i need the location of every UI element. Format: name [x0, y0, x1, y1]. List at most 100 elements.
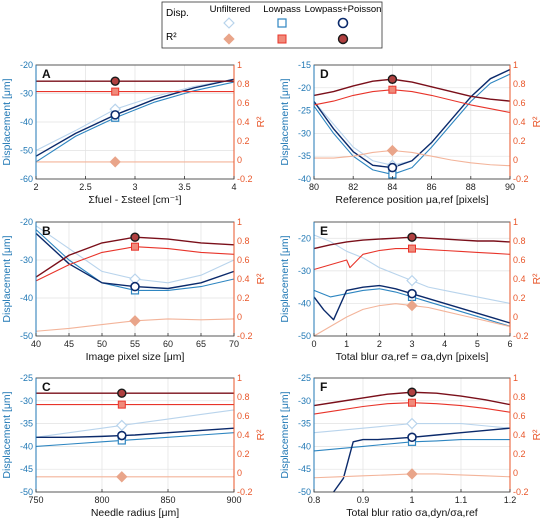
panel-e-marker-lp-poisson-disp [407, 288, 417, 299]
panel-d-marker-lowpass-r2 [388, 85, 397, 94]
panel-f: 0.8 0.9 1 1.1 1.2 -50 -45 -40 -35 -30 -25 -0.2 0 0.2 0… [279, 373, 543, 519]
panel-f-letter: F [320, 380, 327, 394]
panel-d-ytick-right-label: 1 [513, 60, 518, 70]
panel-a: 2 2.5 3 3.5 4 -60 -50 -40 -30 -20 -0.2 0 0.2 0.4 0.6 0.… [1, 60, 267, 206]
panel-d-xtick-label: 82 [348, 182, 358, 192]
legend-marker-unfiltered-r2 [223, 33, 235, 45]
panel-e-xtick-label: 6 [507, 339, 512, 349]
panel-f-ytick-right-label: 1 [513, 373, 518, 383]
panel-f-xtick-label: 1 [409, 495, 414, 505]
panel-a-ytick-right-label: 0 [237, 155, 242, 165]
panel-c-ytick-left-label: -30 [20, 396, 33, 406]
panel-e-ylabel-right: R² [531, 273, 543, 285]
panel-b-xtick-label: 45 [64, 339, 74, 349]
panel-a-xtick-label: 4 [231, 182, 236, 192]
panel-c-xlabel: Needle radius [μm] [91, 507, 179, 519]
panel-c-ytick-right-label: 1 [237, 373, 242, 383]
panel-a-ytick-left-label: -60 [20, 174, 33, 184]
panel-d-marker-lp-poisson-disp [387, 162, 398, 173]
panel-d-series-lp-poisson-disp [313, 68, 511, 169]
panel-f-ytick-right-label: 0.8 [513, 392, 526, 402]
panel-e-xtick-label: 1 [344, 339, 349, 349]
panel-c-ytick-right-label: -0.2 [237, 487, 253, 497]
panel-e-xtick-label: 5 [475, 339, 480, 349]
panel-a-ytick-left-label: -20 [20, 60, 33, 70]
panel-b-marker-lp-poisson-disp [130, 281, 140, 292]
panel-c-ytick-left-label: -40 [20, 441, 33, 451]
panel-d-letter: D [320, 67, 329, 81]
panel-e-xtick-label: 3 [409, 339, 414, 349]
panel-f-ytick-right-label: 0.6 [513, 411, 526, 421]
panel-f-marker-unfiltered-disp [406, 417, 418, 430]
panel-a-series-lowpass-disp [35, 81, 235, 163]
panel-e-ytick-left-label: -50 [298, 331, 311, 341]
panel-a-marker-lp-poisson-r2 [110, 76, 120, 86]
panel-f-ylabel-right: R² [531, 429, 543, 441]
panel-e-ytick-right-label: 0.2 [513, 293, 526, 303]
panel-a-ytick-left-label: -30 [20, 89, 33, 99]
panel-a-marker-unfiltered-r2 [109, 156, 121, 168]
panel-d-ytick-right-label: 0.6 [513, 98, 526, 108]
panel-f-ytick-left-label: -35 [298, 419, 311, 429]
panel-b-ytick-right-label: 0 [237, 312, 242, 322]
legend-marker-unfiltered-disp [223, 17, 235, 29]
panel-e-letter: E [320, 224, 328, 238]
panel-f-ylabel-left: Displacement [μm] [279, 391, 291, 478]
panel-a-ytick-right-label: 0.2 [237, 136, 250, 146]
legend-marker-lp-poisson-disp [337, 17, 349, 29]
panel-f-marker-lowpass-r2 [408, 398, 416, 407]
panel-c-marker-unfiltered-disp [116, 419, 128, 432]
legend-marker-lowpass-r2 [277, 34, 287, 44]
panel-e-ytick-left-label: -40 [298, 298, 311, 308]
panel-d-ytick-left-label: -35 [298, 151, 311, 161]
panel-d-series-lowpass-r2 [313, 89, 511, 114]
panel-b-ytick-left-label: -30 [20, 255, 33, 265]
panel-a-ytick-right-label: 1 [237, 60, 242, 70]
panel-d-ytick-left-label: -40 [298, 174, 311, 184]
panel-c-ylabel-left: Displacement [μm] [1, 391, 13, 478]
panel-c-ytick-left-label: -25 [20, 373, 33, 383]
panel-f-ytick-left-label: -45 [298, 464, 311, 474]
panel-a-xtick-label: 3.5 [178, 182, 191, 192]
panel-c-marker-lowpass-r2 [117, 400, 126, 409]
panel-e-xlabel: Total blur σa,ref = σa,dyn [pixels] [336, 351, 489, 363]
panel-e: 0 1 2 3 4 5 6 -50 -40 -30 -20 -0.2 0 0.2 0.4 0.6 0.8 1 Tot… [279, 217, 543, 363]
panel-c-xtick-label: 750 [28, 495, 43, 505]
panel-c-ylabel-right: R² [255, 429, 267, 441]
panel-d-series-lp-poisson-r2 [313, 78, 511, 102]
panel-d-ytick-right-label: 0.2 [513, 136, 526, 146]
panel-f-marker-lp-poisson-disp [407, 432, 417, 443]
panel-d-series-lowpass-disp [313, 73, 511, 175]
panel-c-series-unfiltered-disp [35, 409, 235, 438]
panel-b-letter: B [42, 224, 51, 238]
panel-a-letter: A [42, 67, 51, 81]
panel-a-series-unfiltered-disp [35, 78, 235, 151]
panel-a-ytick-left-label: -50 [20, 146, 33, 156]
panel-a-ytick-right-label: -0.2 [237, 174, 253, 184]
panel-c-ytick-right-label: 0.8 [237, 392, 250, 402]
panel-b-ytick-right-label: 1 [237, 217, 242, 227]
panel-f-xtick-label: 1.1 [455, 495, 468, 505]
panel-a-ylabel-left: Displacement [μm] [1, 78, 13, 165]
panel-e-marker-unfiltered-r2 [406, 299, 418, 312]
panel-d-ytick-left-label: -15 [298, 60, 311, 70]
panel-f-marker-unfiltered-r2 [406, 468, 418, 480]
panel-c-ytick-right-label: 0.2 [237, 449, 250, 459]
panel-b-xlabel: Image pixel size [μm] [86, 351, 185, 363]
panel-c-ytick-left-label: -45 [20, 464, 33, 474]
panel-e-ytick-right-label: 0.4 [513, 274, 526, 284]
panel-a-ytick-right-label: 0.8 [237, 79, 250, 89]
panel-b-xtick-label: 50 [97, 339, 107, 349]
panel-c-marker-lp-poisson-r2 [117, 388, 127, 398]
panel-b-xtick-label: 65 [196, 339, 206, 349]
legend-row-disp: Disp. [166, 8, 189, 19]
panel-f-ytick-left-label: -25 [298, 373, 311, 383]
panel-d-xlabel: Reference position μa,ref [pixels] [335, 194, 488, 206]
panel-d-series-unfiltered-r2 [314, 149, 511, 167]
panel-e-ytick-right-label: 0.6 [513, 255, 526, 265]
panel-f-ytick-left-label: -30 [298, 396, 311, 406]
panel-b-ytick-left-label: -40 [20, 293, 33, 303]
panel-e-ytick-left-label: -30 [298, 266, 311, 276]
